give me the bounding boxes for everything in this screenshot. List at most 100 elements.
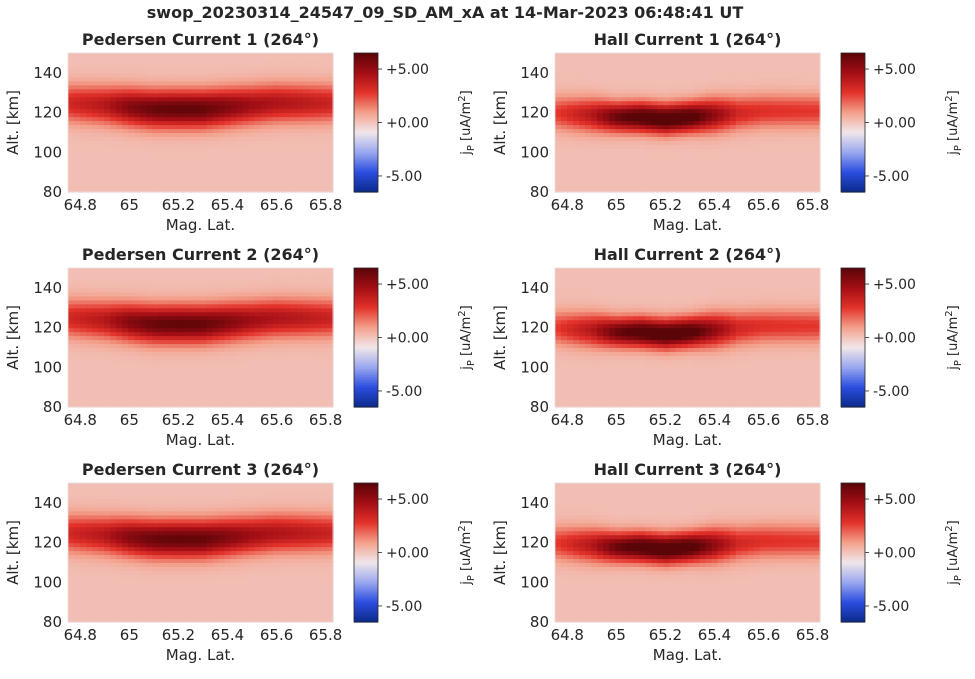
heatmap-cell — [74, 109, 81, 114]
heatmap-cell — [140, 336, 147, 341]
heatmap-cell — [754, 124, 761, 129]
heatmap-cell — [122, 316, 129, 321]
heatmap-cell — [633, 65, 640, 70]
heatmap-cell — [231, 399, 238, 404]
heatmap-cell — [122, 109, 129, 114]
heatmap-cell — [261, 296, 268, 301]
heatmap-cell — [561, 69, 568, 74]
heatmap-cell — [285, 69, 292, 74]
heatmap-cell — [140, 328, 147, 333]
heatmap-cell — [291, 144, 298, 149]
heatmap-cell — [279, 343, 286, 348]
heatmap-cell — [681, 81, 688, 86]
heatmap-cell — [128, 97, 135, 102]
heatmap-cell — [627, 140, 634, 145]
heatmap-cell — [243, 292, 250, 297]
heatmap-cell — [225, 300, 232, 305]
heatmap-cell — [291, 288, 298, 293]
heatmap-cell — [730, 124, 737, 129]
heatmap-cell — [561, 168, 568, 173]
heatmap-cell — [309, 268, 316, 273]
heatmap-cell — [778, 113, 785, 118]
heatmap-cell — [285, 284, 292, 289]
heatmap-cell — [170, 128, 177, 133]
heatmap-cell — [225, 57, 232, 62]
heatmap-cell — [122, 399, 129, 404]
heatmap-cell — [176, 65, 183, 70]
heatmap-cell — [225, 288, 232, 293]
heatmap-cell — [122, 124, 129, 129]
heatmap-cell — [140, 53, 147, 58]
heatmap-cell — [92, 375, 99, 380]
heatmap-cell — [573, 73, 580, 78]
heatmap-cell — [98, 81, 105, 86]
heatmap-cell — [225, 383, 232, 388]
heatmap-cell — [134, 152, 141, 157]
heatmap-cell — [669, 140, 676, 145]
heatmap-cell — [201, 57, 208, 62]
heatmap-cell — [158, 53, 165, 58]
heatmap-cell — [146, 109, 153, 114]
heatmap-cell — [170, 387, 177, 392]
heatmap-cell — [633, 53, 640, 58]
heatmap-cell — [158, 367, 165, 372]
heatmap-cell — [158, 69, 165, 74]
heatmap-cell — [291, 312, 298, 317]
heatmap-cell — [724, 172, 731, 177]
heatmap-cell — [122, 168, 129, 173]
heatmap-cell — [790, 176, 797, 181]
heatmap-cell — [219, 288, 226, 293]
heatmap-cell — [68, 172, 75, 177]
heatmap-cell — [700, 61, 707, 66]
heatmap-cell — [255, 93, 262, 98]
heatmap-cell — [243, 160, 250, 165]
heatmap-cell — [561, 276, 568, 281]
heatmap-cell — [207, 284, 214, 289]
heatmap-cell — [657, 168, 664, 173]
heatmap-cell — [68, 292, 75, 297]
heatmap-cell — [74, 272, 81, 277]
heatmap-cell — [68, 97, 75, 102]
heatmap-cell — [104, 53, 111, 58]
heatmap-cell — [772, 156, 779, 161]
heatmap-cell — [591, 93, 598, 98]
heatmap-cell — [110, 61, 117, 66]
heatmap-cell — [609, 136, 616, 141]
heatmap-cell — [694, 136, 701, 141]
heatmap-cell — [74, 324, 81, 329]
heatmap-cell — [104, 316, 111, 321]
heatmap-cell — [243, 124, 250, 129]
heatmap-cell — [188, 105, 195, 110]
heatmap-cell — [104, 387, 111, 392]
heatmap-cell — [315, 109, 322, 114]
heatmap-cell — [706, 172, 713, 177]
heatmap-cell — [146, 367, 153, 372]
heatmap-cell — [784, 61, 791, 66]
heatmap-cell — [297, 168, 304, 173]
heatmap-cell — [134, 343, 141, 348]
heatmap-cell — [164, 296, 171, 301]
heatmap-cell — [92, 176, 99, 181]
heatmap-cell — [321, 355, 328, 360]
heatmap-cell — [225, 77, 232, 82]
heatmap-cell — [802, 168, 809, 173]
heatmap-cell — [207, 328, 214, 333]
heatmap-cell — [754, 97, 761, 102]
heatmap-cell — [688, 148, 695, 153]
heatmap-cell — [315, 53, 322, 58]
heatmap-cell — [742, 128, 749, 133]
heatmap-cell — [291, 375, 298, 380]
heatmap-cell — [158, 152, 165, 157]
heatmap-cell — [681, 93, 688, 98]
heatmap-cell — [561, 93, 568, 98]
heatmap-cell — [285, 399, 292, 404]
heatmap-cell — [116, 160, 123, 165]
heatmap-cell — [573, 81, 580, 86]
heatmap-cell — [315, 180, 322, 185]
heatmap-cell — [675, 152, 682, 157]
heatmap-cell — [321, 176, 328, 181]
heatmap-cell — [164, 89, 171, 94]
heatmap-cell — [213, 148, 220, 153]
heatmap-cell — [279, 61, 286, 66]
heatmap-cell — [603, 168, 610, 173]
